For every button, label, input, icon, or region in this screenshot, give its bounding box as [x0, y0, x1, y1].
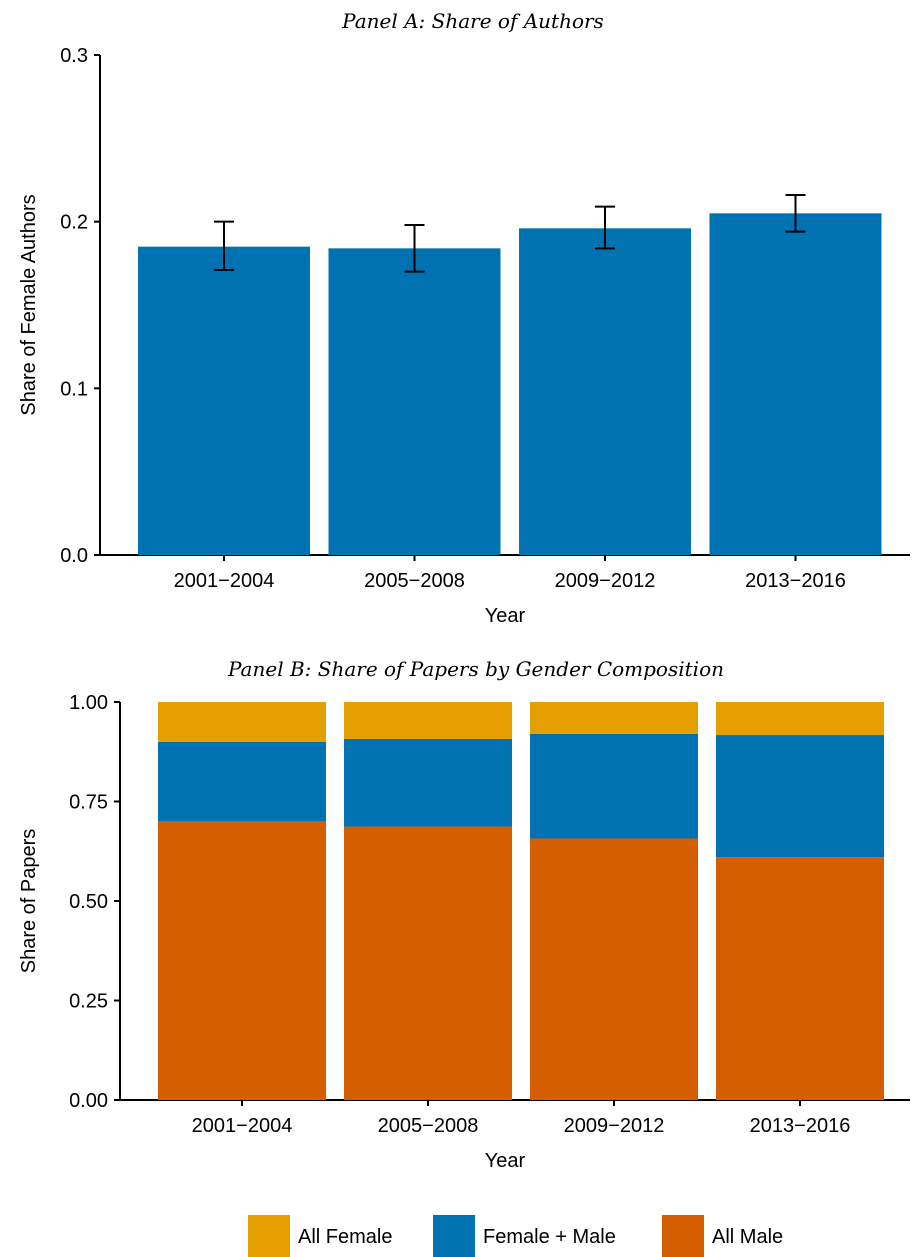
panel-b-y-axis-title: Share of Papers — [18, 829, 40, 974]
panel-b-bar-all-male-2009-2012 — [530, 838, 698, 1100]
panel-a-bar-2013-2016 — [709, 213, 882, 556]
panel-a-bar-2005-2008 — [328, 248, 501, 556]
panel-b-x-tick-label: 2005−2008 — [378, 1115, 479, 1137]
panel-b-y-tick-label: 0.50 — [69, 891, 108, 913]
panel-b-bar-all-male-2005-2008 — [344, 826, 512, 1100]
legend-swatch-all-male — [662, 1215, 704, 1257]
panel-a-bar-2001-2004 — [138, 246, 310, 555]
panel-a-x-tick-label: 2005−2008 — [364, 570, 465, 592]
legend-label-all-male: All Male — [712, 1226, 783, 1248]
panel-b-y-tick-label: 0.25 — [69, 991, 108, 1013]
panel-a-x-tick-label: 2001−2004 — [174, 570, 275, 592]
panel-b-x-axis-title: Year — [485, 1150, 526, 1172]
panel-a-y-tick-label: 0.2 — [60, 212, 88, 234]
panel-b-bar-all-male-2001-2004 — [158, 821, 326, 1100]
panel-a-y-tick-label: 0.3 — [60, 45, 88, 67]
panel-b-bar-all-female-2013-2016 — [716, 702, 884, 736]
panel-b-bar-female-male-2013-2016 — [716, 735, 884, 858]
panel-a-x-tick-label: 2009−2012 — [555, 570, 656, 592]
panel-b-x-tick-label: 2001−2004 — [192, 1115, 293, 1137]
panel-a-title: Panel A: Share of Authors — [341, 9, 604, 33]
panel-a-y-tick-label: 0.0 — [60, 545, 88, 567]
panel-b-bar-female-male-2001-2004 — [158, 741, 326, 822]
panel-b-y-tick-label: 0.00 — [69, 1090, 108, 1112]
legend-swatch-female-male — [433, 1215, 475, 1257]
panel-b-bar-all-female-2009-2012 — [530, 702, 698, 734]
panel-b-bar-all-female-2001-2004 — [158, 702, 326, 742]
legend-label-all-female: All Female — [298, 1226, 392, 1248]
panel-b-x-tick-label: 2013−2016 — [750, 1115, 851, 1137]
panel-a-x-tick-label: 2013−2016 — [745, 570, 846, 592]
panel-a-y-axis-title: Share of Female Authors — [18, 194, 40, 415]
panel-b-y-tick-label: 1.00 — [69, 692, 108, 714]
panel-b-x-tick-label: 2009−2012 — [564, 1115, 665, 1137]
legend-swatch-all-female — [248, 1215, 290, 1257]
panel-b-bar-all-female-2005-2008 — [344, 702, 512, 740]
panel-b-y-tick-label: 0.75 — [69, 792, 108, 814]
panel-b-bar-female-male-2005-2008 — [344, 739, 512, 827]
panel-a-bar-2009-2012 — [519, 228, 691, 556]
panel-b-title: Panel B: Share of Papers by Gender Compo… — [227, 657, 724, 681]
panel-b-bar-all-male-2013-2016 — [716, 857, 884, 1100]
panel-b-bar-female-male-2009-2012 — [530, 733, 698, 839]
panel-a-y-tick-label: 0.1 — [60, 378, 88, 400]
legend-label-female-male: Female + Male — [483, 1226, 616, 1248]
panel-a-x-axis-title: Year — [485, 605, 526, 627]
